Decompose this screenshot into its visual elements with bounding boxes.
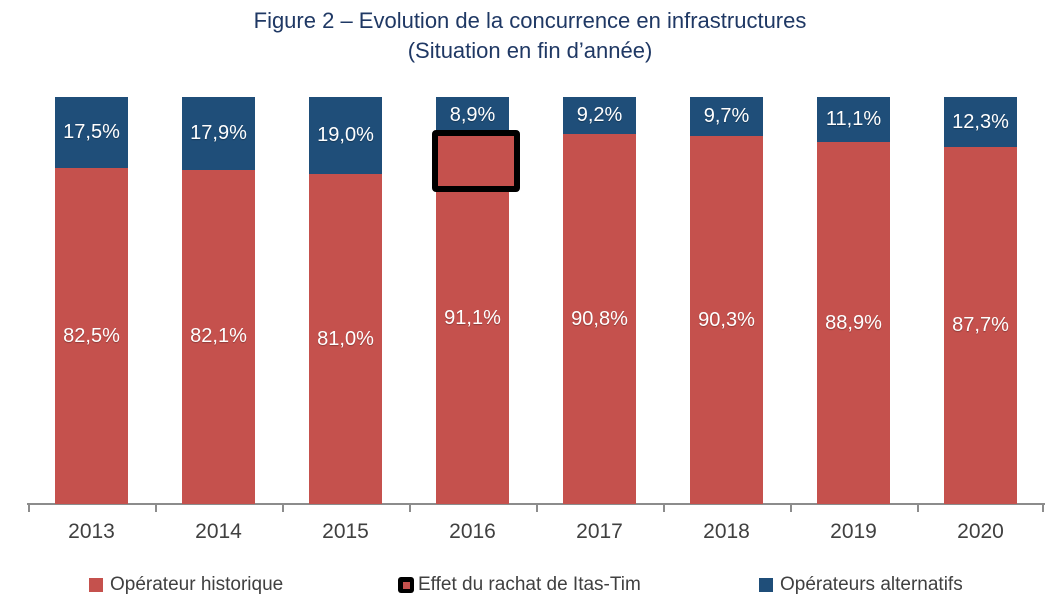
x-axis-label-2013: 2013 — [68, 520, 115, 543]
legend-item-1: Opérateur historique — [89, 574, 283, 596]
legend-label: Effet du rachat de Itas-Tim — [418, 574, 641, 595]
legend-square-icon — [759, 578, 773, 592]
bar-column-2014: 17,9% 82,1% — [182, 97, 255, 504]
bar-column-2016: 8,9% 91,1% — [436, 97, 509, 504]
bar-label: 88,9% — [825, 311, 882, 334]
bar-label: 11,1% — [825, 108, 882, 131]
bar-label: 90,3% — [698, 308, 755, 331]
legend-square-icon — [89, 578, 103, 592]
itas-tim-effect-box — [432, 130, 520, 192]
legend-item-3: Opérateurs alternatifs — [759, 574, 963, 596]
x-axis-label-2018: 2018 — [703, 520, 750, 543]
bar-label: 8,9% — [449, 103, 496, 126]
bar-segment-alternative: 19,0% — [309, 97, 382, 175]
bar-label: 87,7% — [952, 314, 1009, 337]
plot-area: 17,5% 82,5% 17,9% 82,1% 19,0% 81,0% 8,9% 91,1% 9… — [28, 97, 1044, 504]
x-axis-tick — [155, 505, 157, 512]
bar-segment-historic: 88,9% — [817, 142, 890, 504]
x-axis-labels: 2013 2014 2015 2016 2017 2018 2019 2020 — [28, 520, 1044, 548]
bar-segment-alternative: 17,5% — [55, 97, 128, 169]
bar-segment-alternative: 9,7% — [690, 97, 763, 137]
bar-segment-historic: 82,5% — [55, 168, 128, 504]
bar-segment-historic: 81,0% — [309, 174, 382, 504]
x-axis-label-2017: 2017 — [576, 520, 623, 543]
bar-label: 17,5% — [63, 121, 120, 144]
chart-title-line2: (Situation en fin d’année) — [407, 38, 653, 63]
x-axis-tick — [409, 505, 411, 512]
bar-column-2015: 19,0% 81,0% — [309, 97, 382, 504]
x-axis-tick — [917, 505, 919, 512]
x-axis-tick — [282, 505, 284, 512]
bar-segment-historic: 90,3% — [690, 136, 763, 504]
bar-segment-historic: 82,1% — [182, 169, 255, 504]
x-axis-line — [27, 503, 1045, 505]
bar-label: 82,5% — [63, 324, 120, 347]
x-axis-label-2020: 2020 — [957, 520, 1004, 543]
legend: Opérateur historique Effet du rachat de I… — [0, 574, 1060, 600]
bar-label: 17,9% — [190, 121, 247, 144]
bar-segment-historic: 87,7% — [944, 147, 1017, 504]
bar-label: 9,2% — [576, 104, 623, 127]
legend-item-2: Effet du rachat de Itas-Tim — [398, 574, 641, 596]
x-axis-ticks — [28, 505, 1044, 513]
chart-title-line1: Figure 2 – Evolution de la concurrence e… — [253, 8, 807, 33]
legend-label: Opérateur historique — [110, 574, 284, 595]
bar-label: 81,0% — [317, 327, 374, 350]
bar-column-2017: 9,2% 90,8% — [563, 97, 636, 504]
bar-segment-alternative: 9,2% — [563, 97, 636, 135]
chart-title: Figure 2 – Evolution de la concurrence e… — [0, 6, 1060, 66]
bar-column-2019: 11,1% 88,9% — [817, 97, 890, 504]
bar-column-2018: 9,7% 90,3% — [690, 97, 763, 504]
x-axis-tick — [790, 505, 792, 512]
bar-label: 9,7% — [703, 105, 750, 128]
bar-segment-alternative: 11,1% — [817, 97, 890, 143]
x-axis-label-2019: 2019 — [830, 520, 877, 543]
legend-inner-square-icon — [402, 581, 410, 589]
bar-label: 19,0% — [317, 124, 374, 147]
x-axis-tick — [1042, 505, 1044, 512]
bar-segment-alternative: 8,9% — [436, 97, 509, 134]
bar-label: 82,1% — [190, 325, 247, 348]
x-axis-tick — [28, 505, 30, 512]
legend-outlined-square-icon — [398, 577, 414, 593]
bar-column-2013: 17,5% 82,5% — [55, 97, 128, 504]
x-axis-label-2014: 2014 — [195, 520, 242, 543]
bar-column-2020: 12,3% 87,7% — [944, 97, 1017, 504]
x-axis-tick — [536, 505, 538, 512]
bar-label: 90,8% — [571, 307, 628, 330]
legend-label: Opérateurs alternatifs — [780, 574, 963, 595]
x-axis-label-2015: 2015 — [322, 520, 369, 543]
bar-segment-alternative: 12,3% — [944, 97, 1017, 148]
bar-segment-historic: 91,1% — [436, 133, 509, 504]
bar-label: 91,1% — [444, 307, 501, 330]
x-axis-label-2016: 2016 — [449, 520, 496, 543]
bar-segment-alternative: 17,9% — [182, 97, 255, 170]
x-axis-tick — [663, 505, 665, 512]
bar-segment-historic: 90,8% — [563, 134, 636, 504]
bar-label: 12,3% — [952, 110, 1009, 133]
